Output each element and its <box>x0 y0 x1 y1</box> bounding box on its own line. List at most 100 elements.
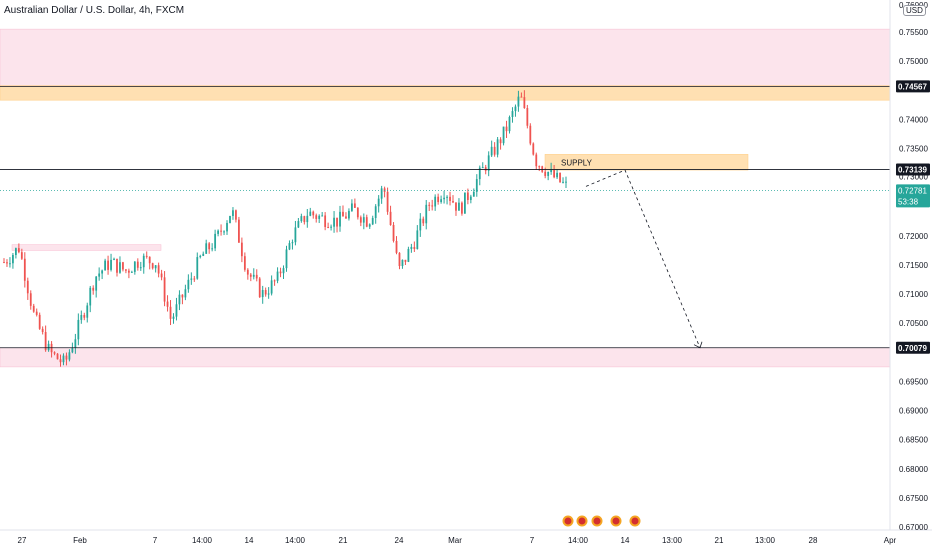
candle-body <box>122 262 124 270</box>
candle-body <box>389 211 392 225</box>
candle-body <box>56 353 59 360</box>
price-line-label-bg <box>896 341 930 354</box>
candle-body <box>487 155 490 171</box>
candle-body <box>83 315 86 318</box>
candle-body <box>255 274 258 279</box>
candle-body <box>478 167 481 180</box>
candle-body <box>139 267 142 269</box>
candle-body <box>374 206 377 219</box>
countdown-label: 53:38 <box>898 197 919 206</box>
candle-body <box>362 217 365 223</box>
event-icon-flag <box>593 517 601 525</box>
candle-body <box>339 211 341 227</box>
candle-body <box>47 343 50 351</box>
price-tick-label: 0.72000 <box>899 232 928 241</box>
candle-body <box>443 197 445 200</box>
price-tick-label: 0.75000 <box>899 57 928 66</box>
current-price-label: 0.72781 <box>898 186 927 195</box>
candle-body <box>431 205 434 207</box>
candle-body <box>104 260 107 271</box>
candle-body <box>505 126 508 132</box>
candle-body <box>77 319 80 340</box>
candle-body <box>113 258 115 260</box>
candle-body <box>53 352 56 354</box>
candle-body <box>359 217 362 223</box>
candle-body <box>559 172 561 183</box>
price-tick-label: 0.71500 <box>899 261 928 270</box>
chart-title: Australian Dollar / U.S. Dollar, 4h, FXC… <box>4 5 185 16</box>
candle-body <box>371 218 374 225</box>
zone-supply <box>544 154 749 171</box>
candle-body <box>386 191 389 212</box>
candle-body <box>71 347 74 353</box>
candle-body <box>142 255 145 268</box>
candle-body <box>294 227 297 243</box>
current-price-label-bg <box>896 184 930 208</box>
candle-body <box>410 246 413 249</box>
candle-body <box>544 171 547 176</box>
forecast-arrowhead <box>693 341 703 349</box>
candle-body <box>449 196 451 201</box>
candle-body <box>130 271 133 273</box>
candle-body <box>214 233 217 249</box>
candle-body <box>44 332 47 351</box>
candle-body <box>330 226 332 228</box>
candle-body <box>166 301 169 307</box>
candle-body <box>181 294 184 298</box>
candle-body <box>35 311 38 315</box>
price-tick-label: 0.67000 <box>899 523 928 532</box>
candle-body <box>172 316 175 319</box>
candle-body <box>348 210 350 219</box>
candle-body <box>252 274 255 277</box>
candle-body <box>243 256 246 270</box>
candle-body <box>398 252 401 267</box>
currency-button[interactable]: USD <box>903 5 926 16</box>
candle-body <box>65 355 68 360</box>
price-tick-label: 0.71000 <box>899 290 928 299</box>
candle-body <box>535 154 538 167</box>
candle-body <box>490 146 493 156</box>
candle-body <box>110 259 112 270</box>
price-line-label: 0.74567 <box>898 82 927 91</box>
candle-body <box>496 139 499 155</box>
candle-body <box>178 294 181 305</box>
candle-body <box>306 215 309 223</box>
candle-body <box>401 259 404 267</box>
candle-body <box>351 203 353 211</box>
candle-body <box>95 276 98 291</box>
candle-body <box>321 215 324 217</box>
candle-body <box>38 314 41 329</box>
price-line-label: 0.70079 <box>898 344 927 353</box>
candle-body <box>422 218 425 224</box>
candle-body <box>9 263 11 265</box>
candle-body <box>475 179 478 192</box>
time-tick-label: 7 <box>153 536 158 545</box>
candle-body <box>208 243 211 250</box>
supply-label: SUPPLY <box>561 158 593 167</box>
candle-body <box>226 222 228 232</box>
candle-body <box>3 262 5 264</box>
time-tick-label: 28 <box>809 536 818 545</box>
candle-body <box>466 192 469 200</box>
event-icon-flag <box>578 517 586 525</box>
candle-body <box>553 169 556 178</box>
time-tick-label: 13:00 <box>755 536 776 545</box>
time-tick-label: 14 <box>245 536 254 545</box>
candle-body <box>127 270 130 273</box>
candle-body <box>258 278 261 298</box>
candle-body <box>20 252 23 259</box>
candle-body <box>562 181 564 183</box>
candle-body <box>68 352 71 360</box>
price-tick-label: 0.68500 <box>899 436 928 445</box>
candle-body <box>220 230 222 232</box>
event-icon-flag <box>564 517 572 525</box>
candle-body <box>249 274 252 277</box>
candle-body <box>199 255 202 258</box>
time-tick-label: 7 <box>530 536 535 545</box>
candle-body <box>193 278 196 280</box>
candle-body <box>327 226 330 228</box>
candle-body <box>520 96 523 98</box>
candle-body <box>267 293 270 295</box>
